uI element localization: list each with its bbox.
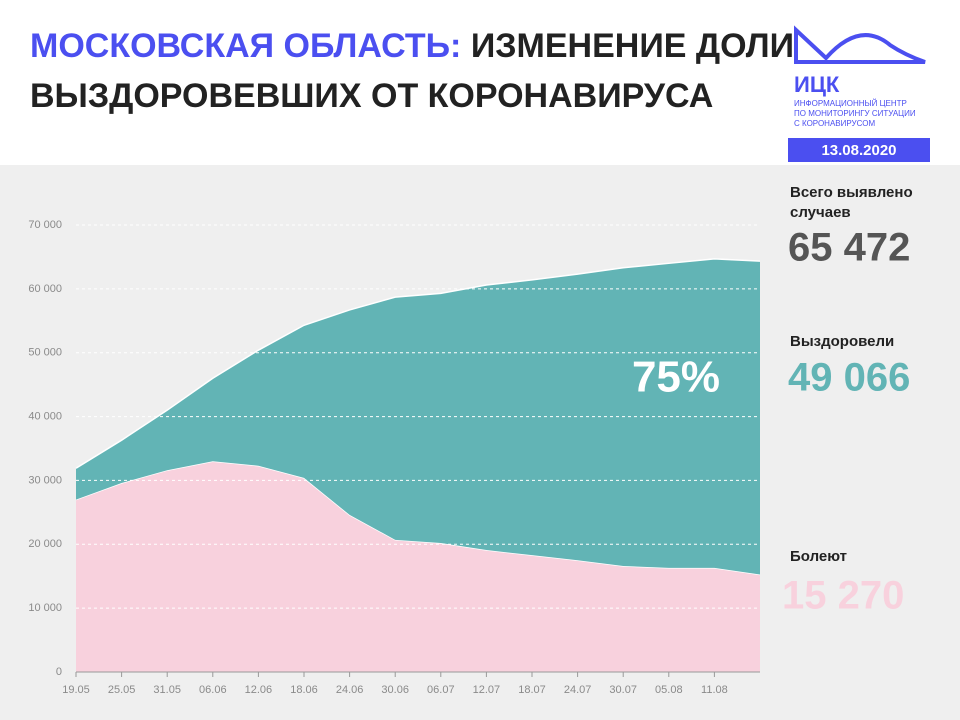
x-tick-label: 12.07 xyxy=(473,684,501,696)
x-tick-label: 31.05 xyxy=(153,684,181,696)
sick-label: Болеют xyxy=(790,548,847,565)
y-tick-label: 40 000 xyxy=(28,410,62,422)
logo: ИЦК ИНФОРМАЦИОННЫЙ ЦЕНТР ПО МОНИТОРИНГУ … xyxy=(788,25,930,162)
x-tick-label: 24.07 xyxy=(564,684,592,696)
logo-text: ПО МОНИТОРИНГУ СИТУАЦИИ xyxy=(794,109,916,118)
chart-title: МОСКОВСКАЯ ОБЛАСТЬ: ИЗМЕНЕНИЕ ДОЛИ xyxy=(30,27,794,65)
y-tick-label: 0 xyxy=(56,666,62,678)
x-tick-label: 25.05 xyxy=(108,684,136,696)
total-value: 65 472 xyxy=(788,226,910,270)
title-highlight: МОСКОВСКАЯ ОБЛАСТЬ: xyxy=(30,27,461,65)
x-tick-label: 11.08 xyxy=(701,684,728,696)
logo-text: ИНФОРМАЦИОННЫЙ ЦЕНТР xyxy=(794,99,907,108)
title-part: ИЗМЕНЕНИЕ ДОЛИ xyxy=(471,27,794,65)
area-edge xyxy=(75,258,761,469)
chart-title-line: ВЫЗДОРОВЕВШИХ ОТ КОРОНАВИРУСА xyxy=(30,77,713,115)
x-tick-label: 19.05 xyxy=(62,684,90,696)
logo-name: ИЦК xyxy=(794,72,840,97)
x-tick-label: 30.07 xyxy=(609,684,637,696)
annotation: 75% xyxy=(632,353,720,402)
date-badge xyxy=(788,138,930,162)
y-tick-label: 10 000 xyxy=(28,602,62,614)
x-tick-label: 18.07 xyxy=(518,684,546,696)
x-tick-label: 06.07 xyxy=(427,684,455,696)
area xyxy=(76,461,760,672)
recovered-value: 49 066 xyxy=(788,356,910,400)
x-tick-label: 30.06 xyxy=(381,684,409,696)
y-tick-label: 30 000 xyxy=(28,474,62,486)
total-label-box: Всего выявлено случаев xyxy=(790,184,913,221)
y-tick-label: 50 000 xyxy=(28,347,62,359)
x-tick-label: 18.06 xyxy=(290,684,318,696)
x-tick-label: 06.06 xyxy=(199,684,227,696)
plot: 0 10 000 20 000 30 000 40 000 50 000 60 000 70 … xyxy=(28,219,761,696)
x-tick-label: 05.08 xyxy=(655,684,683,696)
logo-icon xyxy=(794,25,926,64)
x-tick-label: 12.06 xyxy=(245,684,273,696)
sick-value: 15 270 xyxy=(782,574,904,618)
summary: Всего выявлено случаев 65 472 Выздоровел… xyxy=(782,184,913,618)
total-label: Всего выявлено случаев xyxy=(790,184,913,221)
recovered-label: Выздоровели xyxy=(790,333,894,350)
date: 13.08.2020 xyxy=(821,142,896,159)
y-tick-label: 70 000 xyxy=(28,219,62,231)
logo-text: С КОРОНАВИРУСОМ xyxy=(794,119,875,128)
y-tick-label: 20 000 xyxy=(28,538,62,550)
y-tick-label: 60 000 xyxy=(28,283,62,295)
x-tick-label: 24.06 xyxy=(336,684,364,696)
